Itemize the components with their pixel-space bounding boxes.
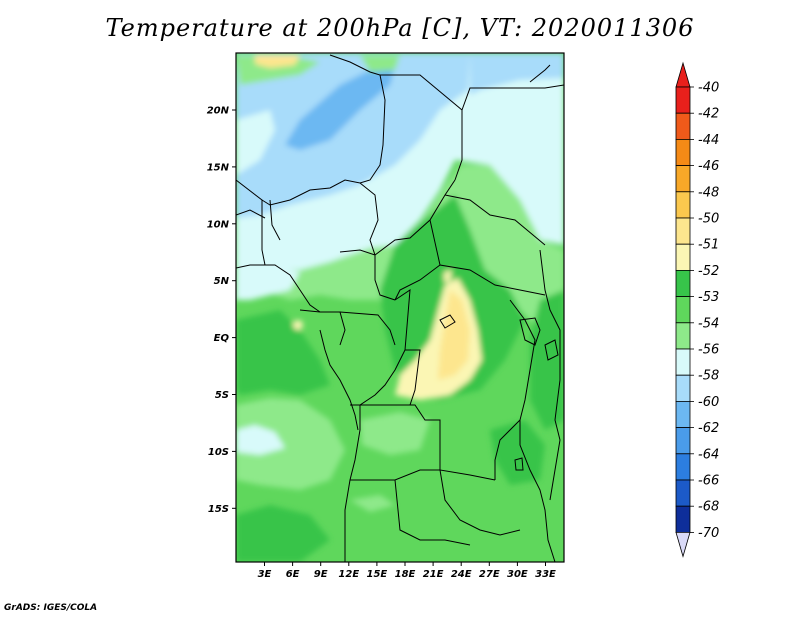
colorbar-swatch — [675, 322, 691, 350]
colorbar-swatch — [675, 269, 691, 297]
lon-label: 24E — [451, 569, 472, 580]
lat-label: EQ — [214, 333, 230, 344]
software-credit: GrADS: IGES/COLA — [4, 603, 98, 613]
colorbar-label: -54 — [698, 316, 719, 331]
colorbar-swatch — [675, 427, 691, 455]
colorbar-swatch — [675, 374, 691, 402]
lon-label: 18E — [395, 569, 416, 580]
colorbar-label: -50 — [698, 212, 719, 227]
lat-label: 15N — [207, 162, 230, 173]
colorbar-label: -62 — [698, 421, 719, 436]
colorbar-label: -56 — [698, 343, 719, 358]
colorbar-swatch — [675, 112, 691, 140]
lon-label: 9E — [314, 569, 328, 580]
lat-label: 10N — [207, 219, 230, 230]
colorbar-label: -70 — [698, 526, 719, 541]
colorbar-swatch — [675, 348, 691, 376]
colorbar-swatch — [675, 400, 691, 428]
lat-label: 5S — [215, 390, 229, 401]
colorbar-label: -58 — [698, 369, 719, 384]
colorbar-label: -66 — [698, 474, 719, 489]
lon-label: 6E — [286, 569, 300, 580]
colorbar-label: -53 — [698, 290, 719, 305]
colorbar-swatch — [675, 296, 691, 324]
colorbar-swatch — [675, 243, 691, 271]
lon-label: 27E — [479, 569, 500, 580]
colorbar-label: -40 — [698, 81, 719, 96]
chart-title: Temperature at 200hPa [C], VT: 202001130… — [105, 14, 695, 42]
colorbar-swatch — [675, 86, 691, 114]
lon-label: 30E — [507, 569, 528, 580]
lon-label: 33E — [535, 569, 556, 580]
colorbar-top-arrow — [675, 61, 691, 88]
colorbar-bottom-arrow — [675, 532, 691, 558]
lon-label: 12E — [338, 569, 359, 580]
lat-label: 15S — [208, 504, 229, 515]
colorbar: -40 -42 -44 -46 -48 -50 -51 -52 -53 -54 -56 -58 -60 -… — [675, 61, 719, 558]
colorbar-label: -42 — [698, 107, 719, 122]
colorbar-label: -64 — [698, 447, 719, 462]
colorbar-label: -68 — [698, 500, 719, 515]
lat-label: 5N — [214, 276, 230, 287]
colorbar-label: -52 — [698, 264, 719, 279]
colorbar-swatch — [675, 165, 691, 193]
colorbar-label: -51 — [698, 238, 719, 253]
colorbar-swatch — [675, 453, 691, 481]
latitude-axis: 20N 15N 10N 5N EQ 5S 10S 15S — [207, 106, 236, 515]
map-frame — [235, 52, 565, 563]
lon-label: 3E — [258, 569, 272, 580]
country-borders — [236, 54, 564, 562]
colorbar-swatch — [675, 191, 691, 219]
colorbar-label: -60 — [698, 395, 719, 410]
colorbar-label: -48 — [698, 185, 719, 200]
lat-label: 20N — [207, 106, 230, 117]
longitude-axis: 3E 6E 9E 12E 15E 18E 21E 24E 27E 30E 33E — [258, 562, 556, 580]
colorbar-swatch — [675, 505, 691, 533]
temperature-field — [236, 53, 564, 562]
lat-label: 10S — [208, 447, 229, 458]
colorbar-label: -46 — [698, 159, 719, 174]
lon-label: 15E — [367, 569, 388, 580]
colorbar-swatch — [675, 138, 691, 166]
colorbar-label: -44 — [698, 133, 719, 148]
colorbar-swatch — [675, 217, 691, 245]
lon-label: 21E — [423, 569, 444, 580]
colorbar-swatch — [675, 479, 691, 507]
